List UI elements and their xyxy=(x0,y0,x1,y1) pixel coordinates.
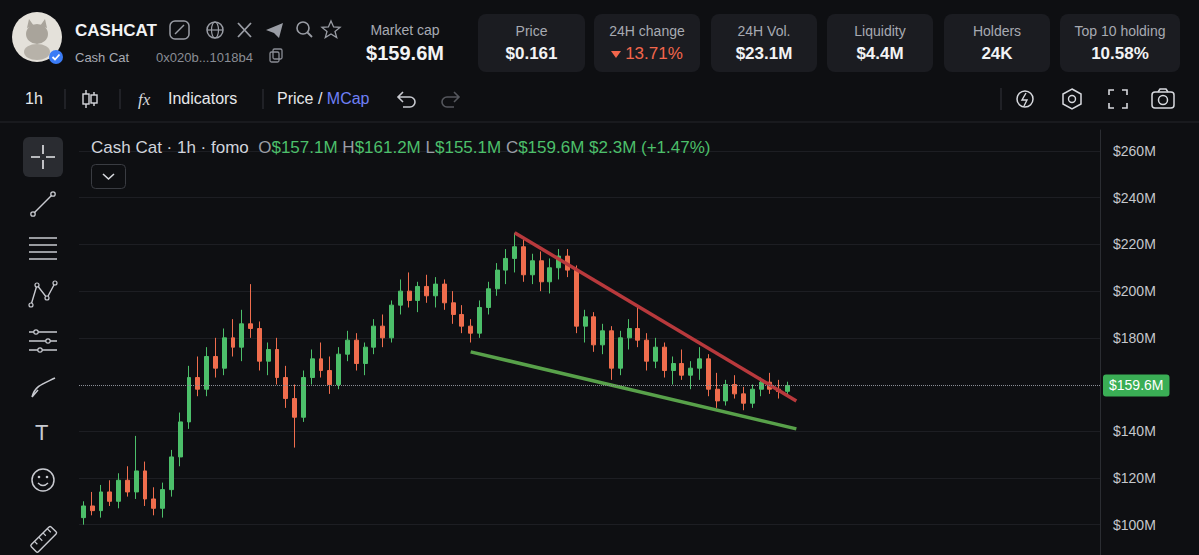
html-text:Holders: Holders xyxy=(972,23,1022,39)
html-text:T: T xyxy=(35,420,49,445)
html-text:Top 10 holding: Top 10 holding xyxy=(1074,23,1166,39)
html-text:$23.1M: $23.1M xyxy=(735,44,793,63)
html-text:fx: fx xyxy=(138,89,151,109)
html-text:Cash Cat: Cash Cat xyxy=(75,49,130,65)
html-text:$0.161: $0.161 xyxy=(505,44,558,63)
svg-text:$200M: $200M xyxy=(1113,283,1156,299)
html-text:Cash Cat · 1h · fomo O $157.1M: Cash Cat · 1h · fomo O $157.1M H $161.2M… xyxy=(91,137,711,157)
html-text:Market cap: Market cap xyxy=(370,22,440,38)
svg-text:$220M: $220M xyxy=(1113,236,1156,252)
html-text:24H change: 24H change xyxy=(609,23,685,39)
html-text:Indicators: Indicators xyxy=(168,90,238,107)
html-text:1h: 1h xyxy=(25,90,43,107)
html-text:0x020b...1018b4: 0x020b...1018b4 xyxy=(156,49,253,65)
svg-text:$180M: $180M xyxy=(1113,330,1156,346)
html-text:$4.4M: $4.4M xyxy=(856,44,904,63)
html-text:24H Vol.: 24H Vol. xyxy=(737,23,791,39)
html-text:13.71%: 13.71% xyxy=(625,44,683,63)
svg-text:$100M: $100M xyxy=(1113,517,1156,533)
html-text:24K: 24K xyxy=(981,44,1013,63)
html-text:CASHCAT: CASHCAT xyxy=(75,20,157,40)
svg-text:$260M: $260M xyxy=(1113,143,1156,159)
html-text:$159.6M: $159.6M xyxy=(366,42,444,64)
svg-text:$159.6M: $159.6M xyxy=(1109,377,1163,393)
svg-text:$120M: $120M xyxy=(1113,470,1156,486)
svg-text:$140M: $140M xyxy=(1113,423,1156,439)
svg-text:$240M: $240M xyxy=(1113,190,1156,206)
html-text:10.58%: 10.58% xyxy=(1091,44,1149,63)
html-text:Price: Price xyxy=(515,23,548,39)
html-text:Price / MCap: Price / MCap xyxy=(277,90,370,107)
html-text:Liquidity: Liquidity xyxy=(854,23,906,39)
